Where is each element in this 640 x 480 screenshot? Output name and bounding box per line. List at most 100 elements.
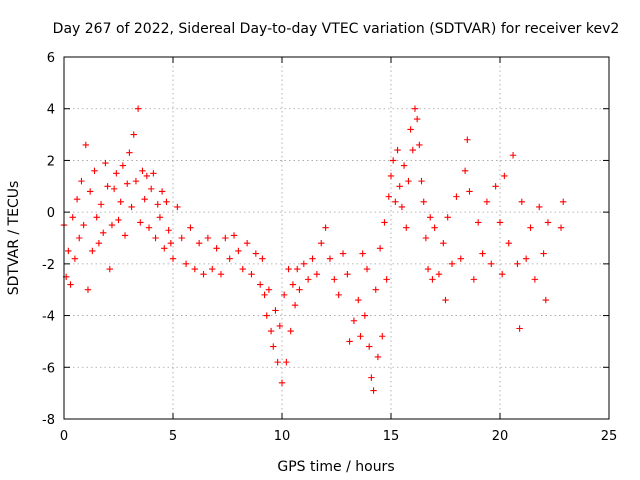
data-point [309, 255, 316, 262]
data-point [124, 180, 131, 187]
data-point [167, 239, 175, 247]
data-point [200, 271, 207, 278]
data-point [518, 198, 525, 205]
data-point [355, 296, 362, 304]
data-point [91, 167, 98, 174]
data-point [496, 219, 504, 226]
data-point [431, 224, 438, 231]
data-point [429, 276, 436, 283]
data-point [276, 322, 284, 330]
data-point [132, 177, 140, 185]
data-point [95, 239, 103, 247]
data-point [89, 247, 96, 255]
data-point [313, 271, 321, 278]
data-point [374, 353, 382, 361]
data-point [536, 203, 543, 211]
data-point [488, 260, 495, 268]
data-point [270, 343, 277, 350]
data-point [322, 224, 329, 231]
data-point [141, 196, 148, 203]
data-point [427, 214, 434, 221]
data-point [392, 198, 399, 205]
data-point [542, 296, 549, 304]
data-point [126, 149, 133, 156]
y-axis-label: SDTVAR / TECUs [6, 181, 22, 296]
data-point [444, 214, 451, 221]
data-point [409, 146, 416, 154]
data-point [372, 286, 379, 293]
data-point [498, 271, 506, 278]
data-point [213, 245, 220, 252]
data-point [492, 183, 499, 190]
data-point [267, 327, 275, 335]
data-point [442, 296, 449, 304]
data-point [280, 291, 288, 299]
data-point [501, 172, 508, 180]
data-point [222, 234, 229, 242]
data-point [257, 281, 264, 288]
data-point [413, 115, 421, 123]
data-point [104, 183, 111, 190]
data-point [261, 291, 268, 299]
data-point [464, 136, 471, 143]
data-point [119, 162, 127, 169]
data-point [93, 214, 100, 221]
data-point [134, 105, 142, 112]
data-point [252, 250, 260, 257]
data-point [272, 307, 279, 314]
x-tick-label: 10 [274, 429, 291, 444]
data-point [71, 255, 79, 262]
data-point [296, 286, 303, 293]
y-tick-label: -2 [42, 258, 55, 273]
data-point [226, 255, 233, 262]
data-point [76, 234, 83, 242]
x-tick-label: 20 [492, 429, 509, 444]
data-point [217, 271, 225, 278]
data-point [263, 312, 270, 319]
x-tick-label: 5 [169, 429, 177, 444]
data-point [278, 379, 286, 386]
data-point [152, 234, 159, 242]
y-tick-label: -8 [42, 413, 55, 428]
data-point [475, 219, 482, 226]
data-point [514, 260, 521, 268]
y-tick-label: -4 [42, 310, 55, 325]
data-point [78, 177, 85, 185]
data-point [394, 146, 401, 154]
plot-frame [63, 56, 610, 420]
data-point [82, 141, 89, 149]
data-point [139, 167, 146, 174]
data-point [557, 224, 565, 231]
data-point [69, 214, 76, 221]
y-tick-label: 0 [47, 206, 55, 221]
data-point [128, 203, 135, 211]
data-point [121, 232, 129, 239]
data-point [389, 157, 397, 164]
data-point [148, 185, 155, 193]
data-point [418, 177, 425, 185]
data-point [366, 343, 373, 350]
data-point [274, 358, 281, 366]
data-point [407, 126, 414, 133]
data-point [204, 234, 212, 242]
data-point [143, 172, 151, 180]
data-point [385, 193, 393, 200]
data-point [285, 265, 292, 273]
data-point [154, 201, 161, 208]
data-point [248, 271, 255, 278]
data-point [326, 255, 334, 262]
data-point [182, 260, 190, 268]
data-point [403, 224, 410, 231]
data-point [294, 265, 301, 273]
data-point [161, 245, 168, 252]
data-point [209, 265, 216, 273]
y-tick-label: 2 [47, 154, 55, 169]
data-point [145, 224, 153, 231]
data-point [531, 276, 539, 283]
data-point [163, 198, 170, 205]
data-point [435, 271, 443, 278]
data-point [239, 265, 246, 273]
data-point [516, 325, 523, 332]
data-point [509, 152, 517, 159]
